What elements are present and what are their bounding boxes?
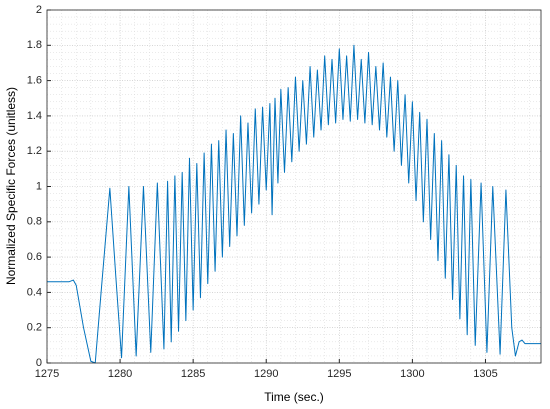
- x-axis-label: Time (sec.): [264, 390, 324, 404]
- y-tick-label: 1.8: [27, 39, 42, 51]
- y-tick-label: 0: [36, 357, 42, 369]
- y-tick-label: 1.6: [27, 75, 42, 87]
- y-tick-label: 1: [36, 180, 42, 192]
- y-tick-label: 0.6: [27, 251, 42, 263]
- y-axis-label: Normalized Specific Forces (unitless): [4, 87, 18, 285]
- axes-box: [46, 9, 542, 364]
- y-tick-label: 1.4: [27, 110, 42, 122]
- x-tick-label: 1275: [35, 368, 59, 380]
- x-tick-label: 1295: [327, 368, 351, 380]
- data-line: [47, 44, 541, 364]
- x-tick-label: 1280: [108, 368, 132, 380]
- y-tick-label: 1.2: [27, 145, 42, 157]
- x-tick-label: 1290: [254, 368, 278, 380]
- y-tick-label: 0.2: [27, 322, 42, 334]
- y-tick-label: 0.8: [27, 216, 42, 228]
- y-tick-label: 2: [36, 4, 42, 16]
- y-tick-label: 0.4: [27, 286, 42, 298]
- x-tick-label: 1285: [181, 368, 205, 380]
- x-tick-label: 1300: [400, 368, 424, 380]
- x-tick-label: 1305: [473, 368, 497, 380]
